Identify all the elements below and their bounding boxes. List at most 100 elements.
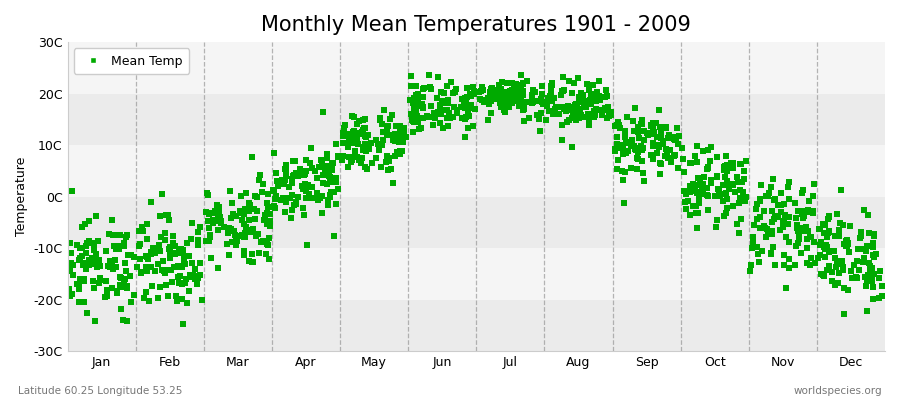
Point [225,239,239,246]
Point [176,247,190,254]
Point [846,262,860,268]
Point [274,177,289,183]
Point [583,112,598,118]
Point [404,82,419,89]
Point [828,282,842,288]
Point [746,234,760,240]
Point [625,137,639,144]
Point [89,251,104,257]
Point [763,250,778,257]
Point [500,89,515,96]
Point [765,208,779,214]
Point [357,133,372,139]
Point [618,140,633,146]
Point [572,94,586,100]
Point [322,175,337,181]
Point [124,299,139,305]
Point [357,147,372,154]
Point [238,230,253,236]
Point [555,87,570,94]
Point [542,108,556,114]
Point [157,268,171,274]
Point [534,110,548,116]
Point [637,178,652,184]
Point [465,84,480,90]
Point [832,260,847,267]
Point [86,240,100,247]
Point [604,112,618,118]
Point [850,257,864,264]
Point [618,129,633,135]
Point [644,130,658,136]
Point [325,167,339,173]
Point [358,124,373,131]
Point [747,222,761,228]
Point [393,148,408,154]
Point [703,158,717,164]
Point [770,202,785,209]
Point [769,213,783,219]
Point [302,193,316,200]
Point [134,224,148,230]
Point [484,93,499,100]
Point [467,91,482,97]
Point [66,272,80,278]
Point [807,180,822,187]
Point [464,93,478,100]
Point [282,184,296,190]
Point [381,167,395,173]
Point [662,147,677,154]
Point [577,102,591,109]
Point [684,160,698,166]
Point [455,95,470,102]
Point [122,252,136,258]
Point [388,153,402,159]
Point [752,225,767,231]
Point [443,115,457,122]
Point [768,216,782,222]
Point [806,192,820,199]
Point [82,238,96,244]
Point [513,86,527,92]
Point [202,210,217,217]
Point [155,266,169,273]
Point [459,95,473,101]
Point [356,125,371,131]
Point [427,110,441,116]
Point [71,280,86,287]
Point [269,193,284,199]
Point [764,228,778,234]
Point [637,137,652,143]
Point [540,99,554,106]
Point [208,208,222,214]
Point [175,264,189,270]
Point [629,144,643,151]
Point [385,180,400,186]
Point [510,86,525,93]
Point [871,295,886,301]
Point [463,91,477,97]
Point [507,80,521,87]
Point [710,173,724,179]
Point [395,135,410,142]
Point [675,145,689,152]
Point [526,99,540,105]
Point [764,230,778,237]
Point [627,146,642,152]
Point [565,115,580,121]
Point [505,80,519,86]
Point [412,126,427,133]
Point [489,90,503,96]
Point [501,98,516,105]
Point [356,146,370,153]
Point [67,261,81,268]
Point [409,100,423,107]
Point [203,210,218,216]
Point [511,103,526,110]
Point [178,276,193,282]
Point [314,192,328,199]
Point [79,250,94,256]
Point [346,136,361,143]
Point [457,95,472,101]
Point [472,88,486,95]
